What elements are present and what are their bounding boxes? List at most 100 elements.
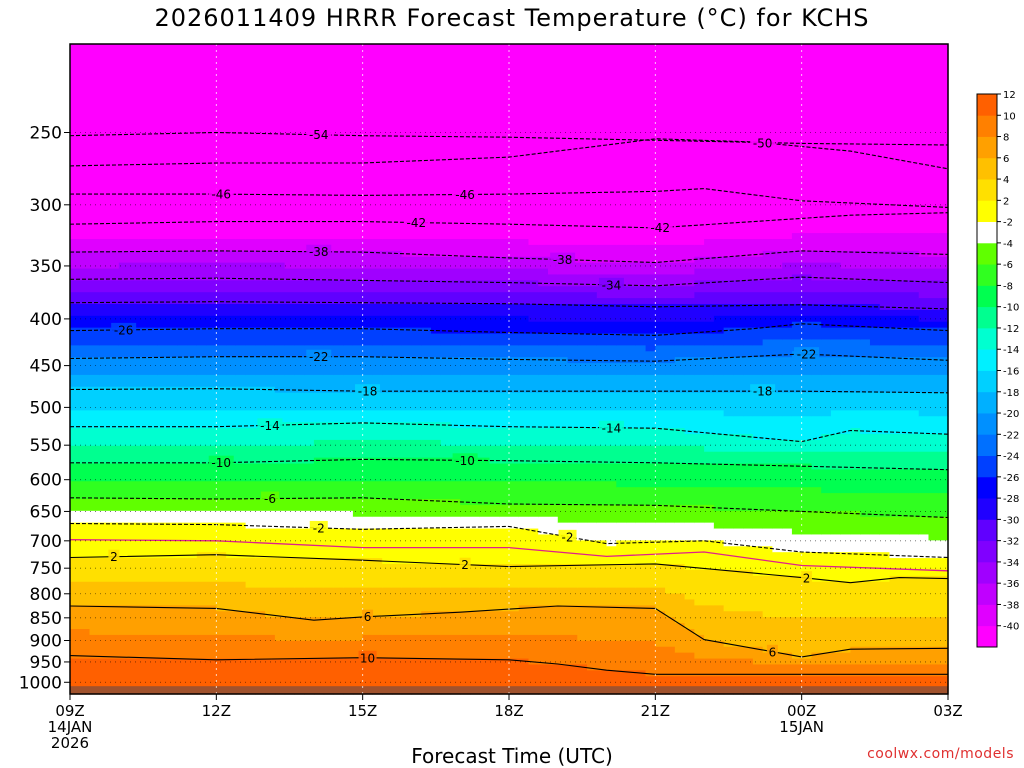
fill-cell xyxy=(187,499,198,512)
fill-cell xyxy=(313,268,325,281)
fill-cell xyxy=(723,676,734,695)
fill-cell xyxy=(596,640,608,671)
fill-cell xyxy=(548,463,559,482)
fill-cell xyxy=(713,540,725,571)
fill-cell xyxy=(762,239,773,252)
fill-cell xyxy=(791,233,803,252)
fill-cell xyxy=(440,445,452,459)
fill-cell xyxy=(128,292,139,305)
fill-cell xyxy=(187,558,198,583)
fill-cell xyxy=(645,410,656,429)
fill-cell xyxy=(645,487,656,506)
fill-cell xyxy=(860,469,871,494)
fill-cell xyxy=(548,445,559,465)
fill-cell xyxy=(382,374,393,394)
fill-cell xyxy=(518,658,530,695)
fill-cell xyxy=(869,327,881,346)
fill-cell xyxy=(567,664,578,695)
credit-link[interactable]: coolwx.com/models xyxy=(867,746,1014,762)
fill-cell xyxy=(811,292,822,305)
fill-cell xyxy=(557,634,569,666)
fill-cell xyxy=(128,280,139,293)
fill-cell xyxy=(889,410,900,435)
fill-cell xyxy=(899,327,910,346)
fill-cell xyxy=(187,280,198,293)
fill-cell xyxy=(704,292,715,305)
fill-cell xyxy=(596,363,608,376)
fill-cell xyxy=(479,239,491,258)
fill-cell xyxy=(469,333,481,346)
fill-cell xyxy=(869,493,881,518)
fill-cell xyxy=(850,469,861,494)
fill-cell xyxy=(440,256,452,270)
fill-cell xyxy=(323,374,334,394)
fill-cell xyxy=(118,463,130,482)
fill-cell xyxy=(196,481,208,500)
fill-cell xyxy=(606,670,617,695)
fill-cell xyxy=(196,44,208,240)
fill-cell xyxy=(733,434,744,453)
fill-cell xyxy=(928,392,939,417)
fill-cell xyxy=(713,345,725,358)
fill-cell xyxy=(889,676,900,695)
colorbar-tick-label: -24 xyxy=(1003,452,1019,463)
fill-cell xyxy=(567,410,578,429)
fill-cell xyxy=(304,374,315,394)
fill-cell xyxy=(752,345,764,358)
fill-cell xyxy=(489,564,500,589)
fill-cell xyxy=(645,244,656,264)
fill-cell xyxy=(752,392,764,417)
fill-cell xyxy=(440,422,452,447)
fill-cell xyxy=(109,634,120,660)
isotherm-0 xyxy=(69,539,949,572)
fill-cell xyxy=(869,292,881,305)
fill-cell xyxy=(333,439,344,459)
fill-cell xyxy=(235,44,247,240)
fill-cell xyxy=(528,374,539,394)
fill-cell xyxy=(587,345,598,364)
fill-cell xyxy=(840,469,852,494)
fill-cell xyxy=(860,357,871,376)
fill-cell xyxy=(616,640,627,671)
fill-cell xyxy=(928,357,939,376)
fill-cell xyxy=(528,587,539,606)
fill-cell xyxy=(343,315,354,329)
fill-cell xyxy=(128,499,139,512)
fill-cell xyxy=(791,374,803,394)
fill-cell xyxy=(665,593,676,618)
fill-cell xyxy=(177,386,188,411)
fill-cell xyxy=(196,510,208,524)
fill-cell xyxy=(548,357,559,376)
fill-cell xyxy=(704,357,715,376)
fill-cell xyxy=(372,528,383,559)
fill-cell xyxy=(499,587,510,612)
fill-cell xyxy=(157,357,169,376)
fill-cell xyxy=(157,327,169,346)
fill-cell xyxy=(79,327,91,346)
fill-cell xyxy=(899,434,910,453)
isotherm-label: -22 xyxy=(309,350,329,364)
fill-cell xyxy=(616,304,627,323)
fill-cell xyxy=(782,463,793,488)
fill-cell xyxy=(577,428,588,447)
fill-cell xyxy=(401,634,413,660)
fill-cell xyxy=(294,558,305,589)
fill-cell xyxy=(557,286,569,293)
fill-cell xyxy=(694,357,705,376)
fill-cell xyxy=(918,575,930,618)
fill-cell xyxy=(772,552,783,577)
fill-cell xyxy=(391,292,403,305)
fill-cell xyxy=(177,605,188,636)
fill-cell xyxy=(323,304,334,317)
fill-cell xyxy=(587,410,598,429)
fill-cell xyxy=(245,510,256,530)
fill-cell xyxy=(235,499,247,512)
fill-cell xyxy=(772,392,783,417)
fill-cell xyxy=(489,315,500,335)
fill-cell xyxy=(577,664,588,695)
colorbar-swatch xyxy=(977,306,997,329)
fill-cell xyxy=(596,44,608,246)
fill-cell xyxy=(791,510,803,536)
fill-cell xyxy=(499,268,510,281)
fill-cell xyxy=(421,304,432,317)
